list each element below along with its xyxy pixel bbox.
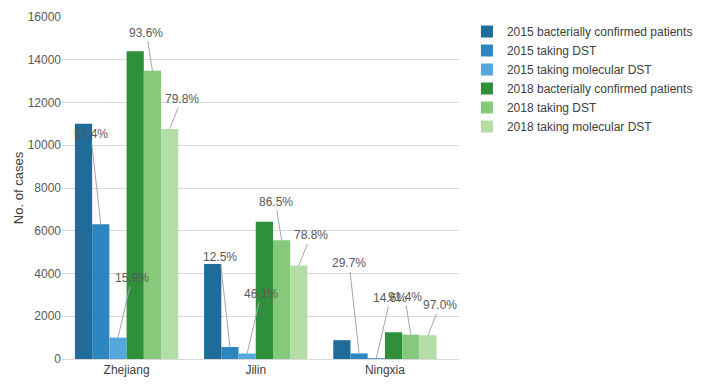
svg-text:6000: 6000	[34, 224, 61, 238]
svg-text:No. of cases: No. of cases	[11, 151, 26, 224]
svg-text:15.9%: 15.9%	[115, 271, 149, 285]
svg-text:12000: 12000	[28, 96, 62, 110]
svg-text:2015 bacterially confirmed pat: 2015 bacterially confirmed patients	[507, 25, 692, 39]
svg-text:2018 taking DST: 2018 taking DST	[507, 101, 597, 115]
svg-text:10000: 10000	[28, 138, 62, 152]
svg-text:14.6%: 14.6%	[373, 291, 407, 305]
svg-text:79.8%: 79.8%	[165, 92, 199, 106]
svg-text:8000: 8000	[34, 181, 61, 195]
svg-text:2018 taking molecular DST: 2018 taking molecular DST	[507, 120, 652, 134]
svg-text:Jilin: Jilin	[245, 363, 266, 377]
svg-text:2015 taking molecular DST: 2015 taking molecular DST	[507, 63, 652, 77]
svg-text:2015 taking DST: 2015 taking DST	[507, 44, 597, 58]
svg-text:0: 0	[54, 352, 61, 366]
svg-text:78.8%: 78.8%	[294, 228, 328, 242]
svg-text:86.5%: 86.5%	[259, 195, 293, 209]
svg-text:46.1%: 46.1%	[244, 287, 278, 301]
svg-text:4000: 4000	[34, 267, 61, 281]
svg-text:93.6%: 93.6%	[129, 26, 163, 40]
svg-text:2018 bacterially confirmed pat: 2018 bacterially confirmed patients	[507, 82, 692, 96]
svg-text:97.0%: 97.0%	[423, 298, 457, 312]
svg-text:29.7%: 29.7%	[332, 256, 366, 270]
svg-text:Zhejiang: Zhejiang	[104, 363, 150, 377]
svg-text:12.5%: 12.5%	[203, 250, 237, 264]
svg-text:91.4%: 91.4%	[388, 290, 422, 304]
svg-text:14000: 14000	[28, 53, 62, 67]
svg-text:57.4%: 57.4%	[74, 127, 108, 141]
svg-text:Ningxia: Ningxia	[365, 363, 405, 377]
svg-text:16000: 16000	[28, 10, 62, 24]
svg-text:2000: 2000	[34, 309, 61, 323]
